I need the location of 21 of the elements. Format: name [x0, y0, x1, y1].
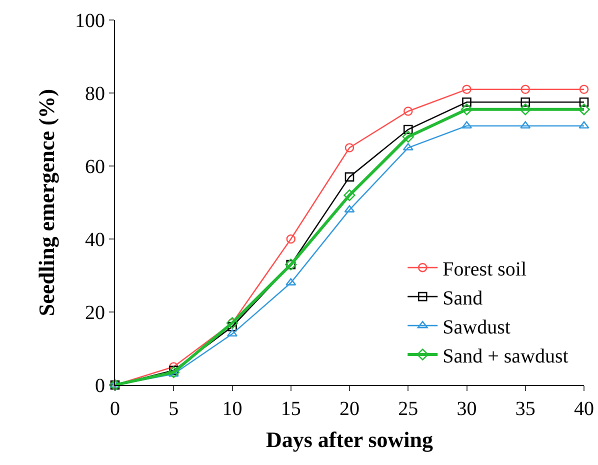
y-tick-label: 60	[85, 156, 105, 178]
x-tick-label: 25	[398, 398, 418, 420]
x-tick-label: 10	[222, 398, 242, 420]
x-tick-label: 20	[340, 398, 360, 420]
x-tick-label: 15	[280, 398, 301, 420]
x-tick-label: 35	[515, 398, 536, 420]
y-tick-label: 100	[75, 10, 105, 32]
y-tick-label: 0	[95, 375, 105, 397]
legend-label: Forest soil	[442, 258, 527, 280]
y-axis-title: Seedling emergence (%)	[34, 88, 59, 316]
x-tick-label: 5	[168, 398, 179, 420]
x-tick-label: 40	[574, 398, 594, 420]
y-tick-label: 40	[85, 229, 105, 251]
legend-label: Sand	[442, 287, 483, 310]
legend-label: Sand + sawdust	[442, 345, 569, 368]
y-tick-label: 80	[85, 83, 105, 105]
x-tick-label: 0	[110, 398, 120, 420]
x-axis-title: Days after sowing	[266, 426, 434, 452]
x-tick-label: 30	[456, 398, 477, 420]
y-tick-label: 20	[85, 302, 105, 324]
legend-label: Sawdust	[442, 316, 511, 338]
